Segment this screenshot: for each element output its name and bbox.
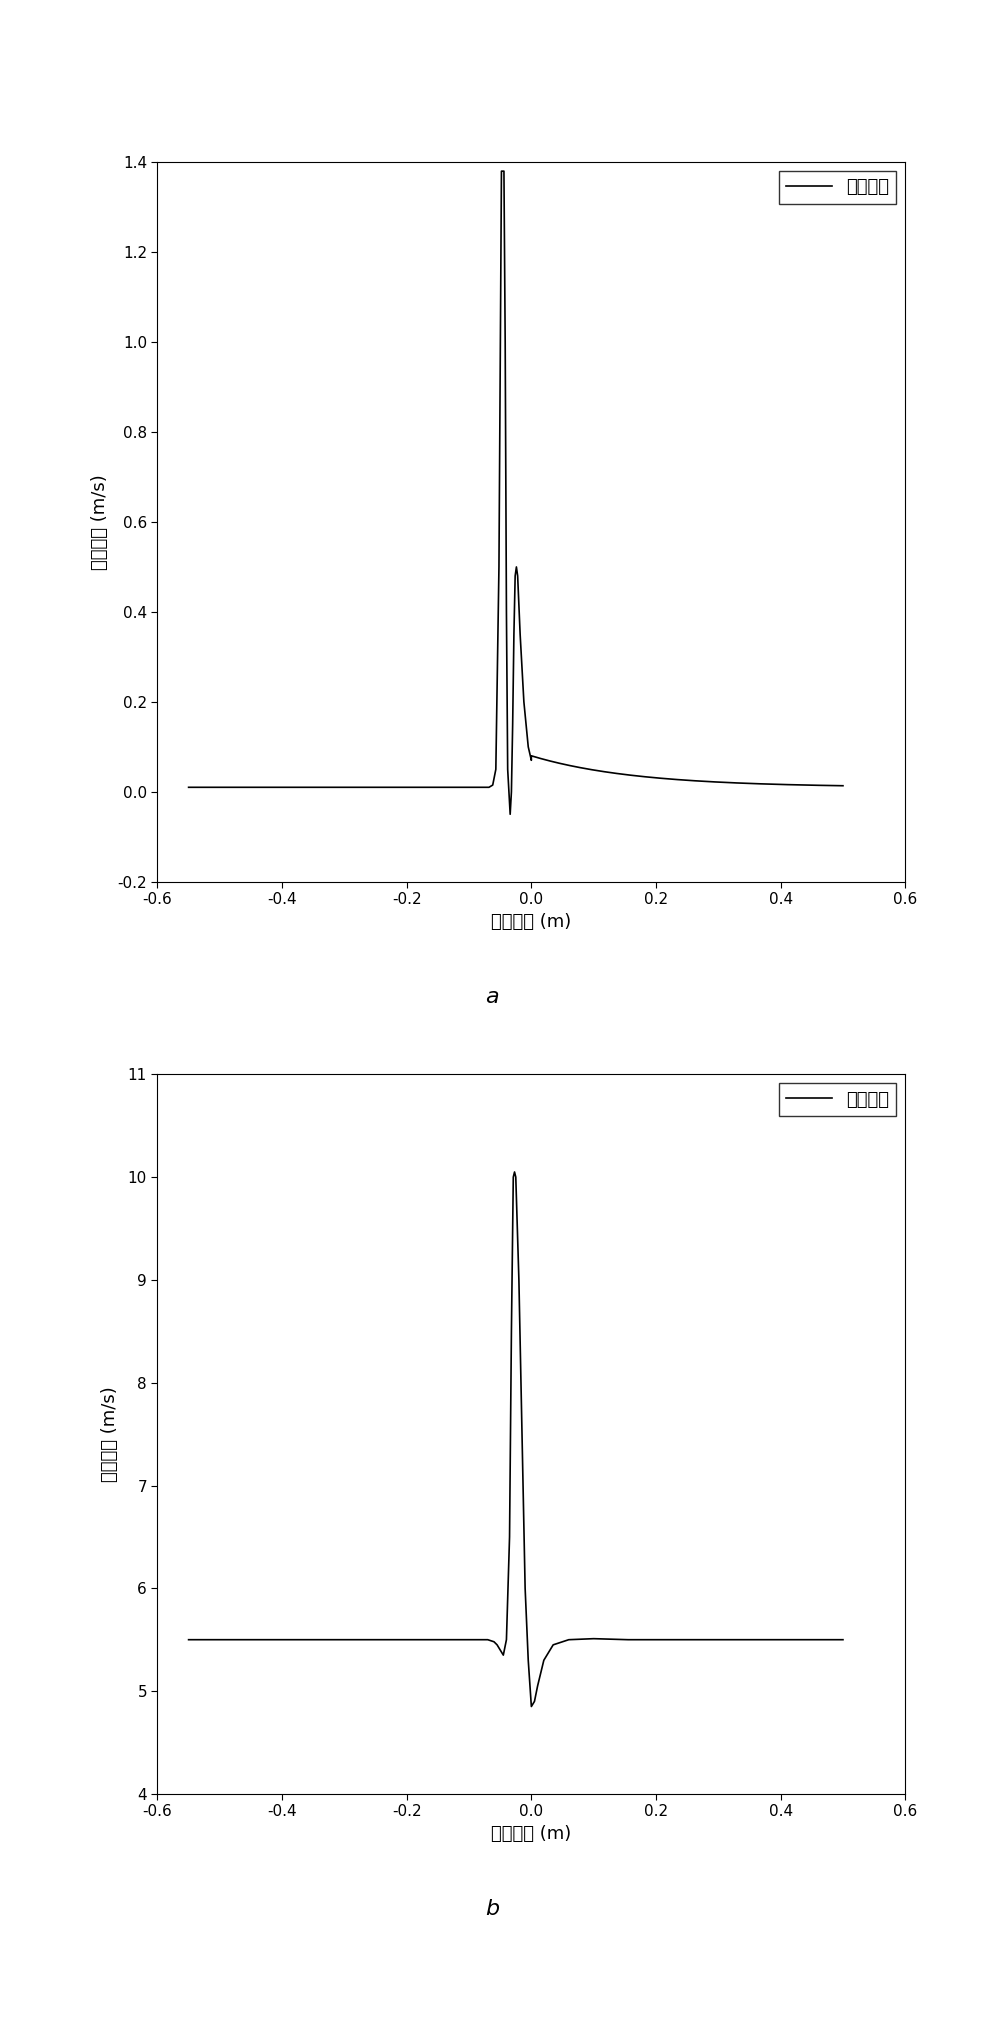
Legend: 横流速度: 横流速度 xyxy=(779,170,896,203)
Line: 顺流速度: 顺流速度 xyxy=(189,1172,843,1707)
顺流速度 xyxy=(431,1628,443,1652)
顺流速度 xyxy=(641,1628,652,1652)
横流速度 xyxy=(791,772,803,797)
顺流速度 xyxy=(619,1628,631,1652)
顺流速度 xyxy=(837,1628,849,1652)
顺流速度 xyxy=(751,1628,763,1652)
Line: 横流速度: 横流速度 xyxy=(189,170,843,815)
Text: a: a xyxy=(485,987,499,1007)
横流速度 xyxy=(183,774,195,799)
横流速度 xyxy=(616,762,628,786)
Legend: 顺流速度: 顺流速度 xyxy=(779,1082,896,1115)
横流速度 xyxy=(271,774,282,799)
Text: b: b xyxy=(485,1899,499,1920)
横流速度 xyxy=(496,158,508,182)
横流速度 xyxy=(329,774,340,799)
顺流速度 xyxy=(183,1628,195,1652)
Y-axis label: 横流速度 (m/s): 横流速度 (m/s) xyxy=(92,474,109,570)
横流速度 xyxy=(812,772,824,797)
横流速度 xyxy=(504,803,516,827)
X-axis label: 轴向高度 (m): 轴向高度 (m) xyxy=(491,912,572,930)
横流速度 xyxy=(837,774,849,799)
顺流速度 xyxy=(538,1648,550,1672)
X-axis label: 轴向高度 (m): 轴向高度 (m) xyxy=(491,1824,572,1843)
顺流速度 xyxy=(348,1628,360,1652)
Y-axis label: 顺流速度 (m/s): 顺流速度 (m/s) xyxy=(101,1386,119,1482)
顺流速度 xyxy=(509,1159,521,1184)
横流速度 xyxy=(451,774,462,799)
顺流速度 xyxy=(525,1695,537,1719)
